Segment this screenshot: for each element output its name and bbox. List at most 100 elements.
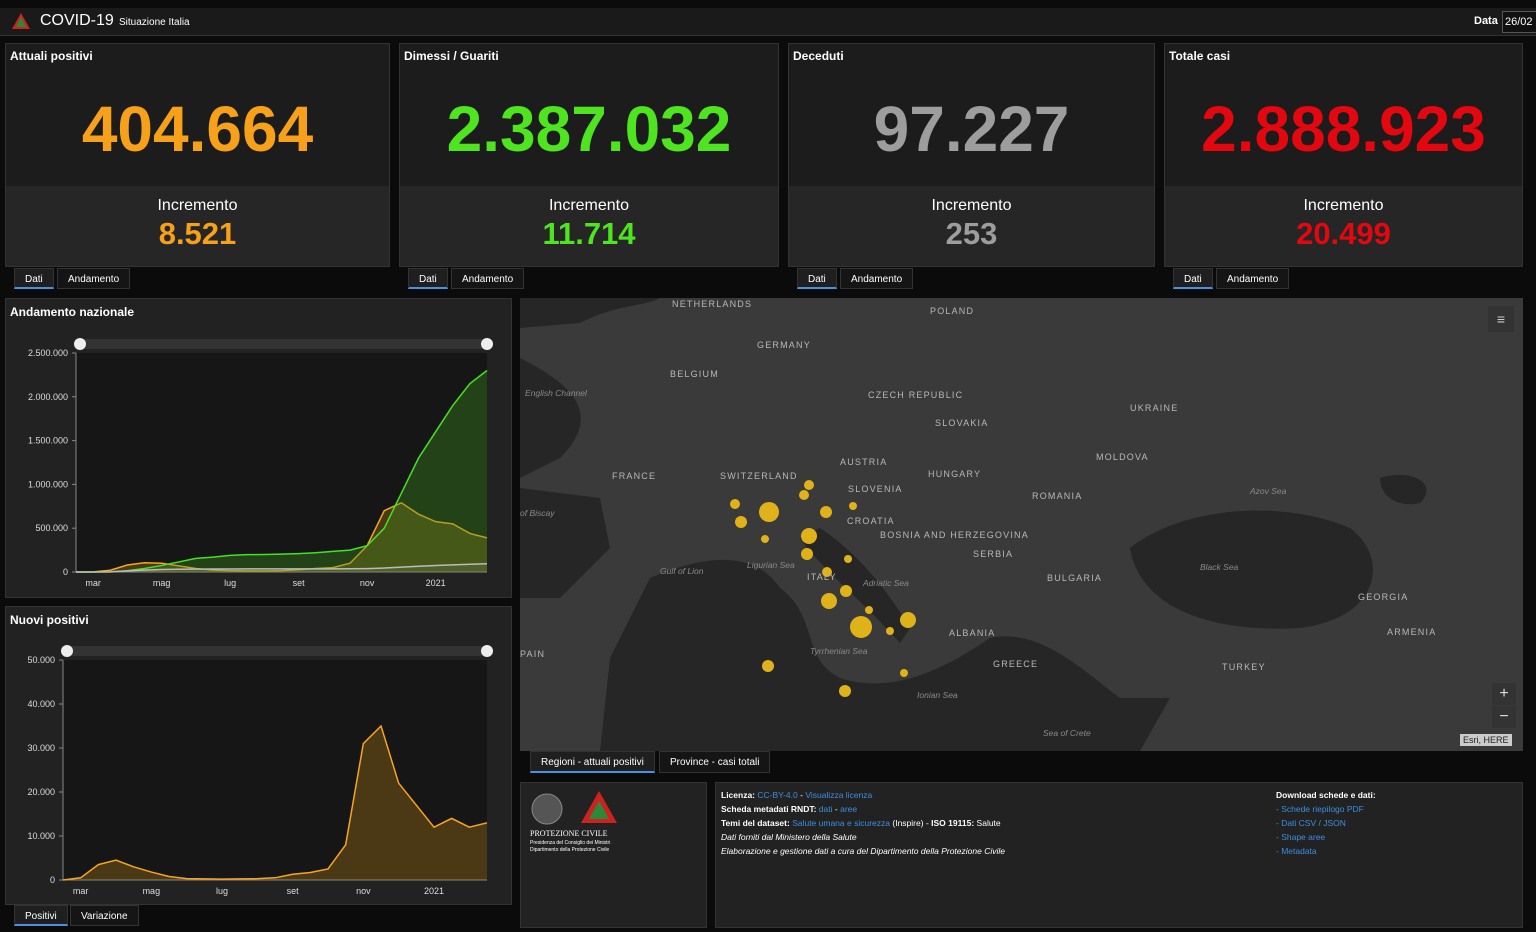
tab[interactable]: Dati [408, 268, 448, 289]
tab[interactable]: Andamento [840, 268, 914, 289]
y-tick-label: 10.000 [27, 831, 55, 841]
link[interactable]: Salute umana e sicurezza [792, 818, 890, 828]
logo-line: Dipartimento della Protezione Civile [530, 847, 610, 853]
download-link[interactable]: - Shape aree [1276, 832, 1326, 842]
map-label: GEORGIA [1358, 592, 1408, 602]
sea [520, 298, 660, 328]
card-title: Deceduti [793, 49, 844, 63]
downloads-title: Download schede e dati: [1276, 790, 1376, 800]
tab[interactable]: Andamento [1216, 268, 1290, 289]
slider-handle[interactable] [481, 645, 493, 657]
link[interactable]: Visualizza licenza [805, 790, 873, 800]
y-tick-label: 500.000 [35, 523, 68, 533]
date-label: Data [1474, 15, 1498, 27]
y-tick-label: 2.500.000 [28, 348, 68, 358]
app-title: COVID-19 [40, 12, 114, 29]
tab[interactable]: Positivi [14, 905, 68, 926]
text: Salute [976, 818, 1001, 828]
y-tick-label: 2.000.000 [28, 392, 68, 402]
line [62, 724, 488, 881]
card-top [1165, 44, 1522, 186]
x-tick-label: mar [85, 578, 101, 588]
y-tick-label: 20.000 [27, 787, 55, 797]
download-link[interactable]: - Metadata [1276, 846, 1317, 856]
tab[interactable]: Variazione [70, 905, 139, 926]
card-bottom [6, 186, 389, 266]
header: COVID-19 Situazione Italia Data 26/02 [0, 8, 1536, 36]
zoom-in[interactable]: + [1492, 683, 1516, 705]
logos [531, 791, 617, 825]
y-tick-label: 40.000 [27, 699, 55, 709]
map-label: English Channel [525, 388, 588, 398]
slider-handle[interactable] [481, 338, 493, 350]
map-label: Tyrrhenian Sea [810, 646, 868, 656]
label: ISO 19115: [931, 818, 975, 828]
label: Licenza: [721, 790, 756, 800]
card-bottom [1165, 186, 1522, 266]
sep: - [925, 818, 929, 828]
sea [600, 559, 1170, 751]
slider-handle[interactable] [61, 645, 73, 657]
downloads: Download schede e dati: - Schede riepilo… [1276, 788, 1376, 858]
link[interactable]: CC-BY-4.0 [757, 790, 798, 800]
y-tick-label: 0 [63, 567, 68, 577]
x-tick-label: lug [224, 578, 236, 588]
area [76, 502, 487, 572]
download-link[interactable]: - Dati CSV / JSON [1276, 818, 1346, 828]
map-label: Black Sea [1200, 562, 1239, 572]
tab[interactable]: Province - casi totali [659, 751, 771, 773]
map-label: SERBIA [973, 549, 1013, 559]
map[interactable]: NETHERLANDS POLAND GERMANY BELGIUM English C… [520, 298, 1523, 751]
increment-label: Incremento [931, 197, 1012, 214]
map-label: AUSTRIA [840, 457, 887, 467]
increment-label: Incremento [548, 197, 630, 214]
card-top [6, 44, 389, 186]
label: Scheda metadati RNDT: [721, 804, 817, 814]
map-label: Adriatic Sea [862, 578, 909, 588]
sea [1130, 510, 1373, 629]
tab[interactable]: Dati [797, 268, 837, 289]
map-label: GERMANY [757, 340, 811, 350]
info-line: Temi del dataset: Salute umana e sicurez… [721, 816, 1517, 830]
map-label: SLOVAKIA [935, 418, 988, 428]
download-link[interactable]: - Schede riepilogo PDF [1276, 804, 1364, 814]
map-label: ROMANIA [1032, 491, 1082, 501]
y-tick-label: 1.000.000 [28, 479, 68, 489]
x-tick-label: mag [143, 886, 161, 896]
map-label: BOSNIA AND HERZEGOVINA [880, 530, 1029, 540]
range-slider[interactable] [63, 646, 487, 656]
zoom-out[interactable]: − [1492, 706, 1516, 728]
range-slider[interactable] [76, 339, 487, 349]
x-tick-label: set [293, 578, 306, 588]
date-input[interactable]: 26/02 [1502, 11, 1536, 33]
slider-handle[interactable] [74, 338, 86, 350]
card-value: 2.888.923 [1201, 93, 1486, 165]
tab[interactable]: Regioni - attuali positivi [530, 751, 655, 773]
chart-title: Nuovi positivi [10, 613, 89, 627]
stat-card: Attuali positivi 404.664 Incremento 8.521 [5, 43, 390, 267]
map-label: Ligurian Sea [747, 560, 795, 570]
tab[interactable]: Andamento [57, 268, 131, 289]
map-label: SWITZERLAND [720, 471, 798, 481]
bubbles [730, 480, 916, 697]
x-tick-label: 2021 [426, 578, 446, 588]
tab[interactable]: Andamento [451, 268, 525, 289]
tab[interactable]: Dati [14, 268, 54, 289]
map-label: BULGARIA [1047, 573, 1102, 583]
info-line: Licenza: CC-BY-4.0 - Visualizza licenza [721, 788, 1517, 802]
tab[interactable]: Dati [1173, 268, 1213, 289]
map-label: Gulf of Lion [660, 566, 704, 576]
link[interactable]: aree [840, 804, 858, 814]
link[interactable]: dati [818, 804, 833, 814]
layer-list-button[interactable]: ≡ [1488, 306, 1514, 332]
plot-bg [63, 660, 487, 880]
map-label: CZECH REPUBLIC [868, 390, 963, 400]
map-label: of Biscay [520, 508, 555, 518]
attribution: Esri, HERE [1460, 734, 1512, 746]
y-tick-label: 0 [50, 875, 55, 885]
area [63, 726, 487, 880]
y-tick-label: 30.000 [27, 743, 55, 753]
chart: Nuovi positivi 0 10.000 20.000 30.000 40.000 5… [10, 613, 493, 896]
x-tick-label: nov [356, 886, 371, 896]
text: (Inspire) [892, 818, 924, 828]
